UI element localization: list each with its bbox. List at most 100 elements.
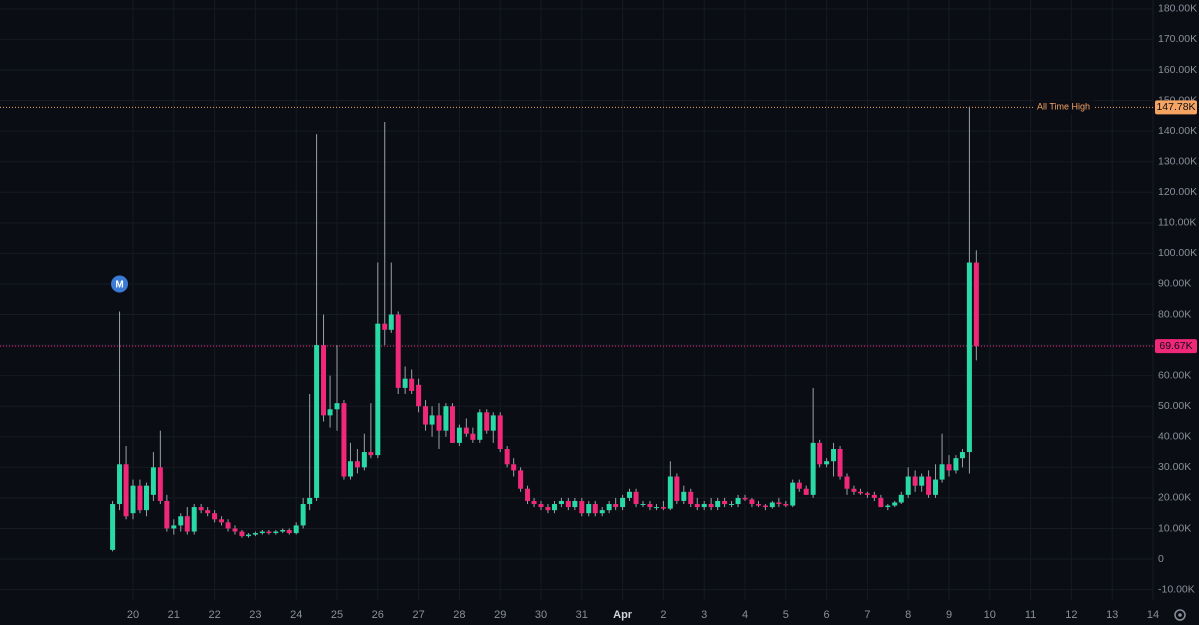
- y-tick-label: 120.00K: [1158, 186, 1197, 198]
- candle-body: [150, 467, 156, 495]
- candle-body: [300, 504, 306, 526]
- y-tick-label: 0: [1158, 553, 1164, 565]
- candle-body: [613, 504, 619, 508]
- candle-body: [518, 470, 524, 489]
- price-label-bg: [1155, 339, 1197, 354]
- candle-body: [178, 516, 184, 526]
- candle-body: [375, 323, 381, 456]
- x-tick-label: 4: [742, 609, 748, 621]
- candle-body: [898, 494, 904, 503]
- candle-body: [280, 530, 286, 532]
- candle-body: [749, 499, 755, 505]
- candle-body: [579, 500, 585, 514]
- y-tick-label: 20.00K: [1158, 492, 1191, 504]
- y-tick-label: 170.00K: [1158, 33, 1197, 45]
- x-tick-label: Apr: [613, 609, 633, 621]
- candle-body: [273, 531, 279, 534]
- candle-body: [449, 406, 455, 443]
- candle-body: [653, 507, 659, 509]
- candle-body: [525, 488, 531, 501]
- candle-body: [694, 504, 700, 508]
- x-tick-label: 27: [412, 609, 424, 621]
- candle-body: [171, 525, 177, 529]
- candle-body: [314, 345, 320, 498]
- candle-body: [708, 504, 714, 508]
- x-tick-label: 24: [290, 609, 302, 621]
- candle-body: [497, 415, 503, 450]
- y-tick-label: 90.00K: [1158, 278, 1191, 290]
- candle-body: [551, 504, 557, 511]
- candle-body: [905, 476, 911, 495]
- candle-body: [864, 493, 870, 495]
- candle-body: [966, 262, 972, 453]
- settings-button[interactable]: [1174, 609, 1186, 621]
- candle-body: [912, 476, 918, 486]
- candle-body: [946, 464, 952, 471]
- x-tick-label: 5: [783, 609, 789, 621]
- candle-body: [511, 464, 517, 471]
- candle-body: [878, 497, 884, 508]
- price-label: 147.78K: [1156, 101, 1195, 113]
- candle-body: [484, 412, 490, 431]
- y-tick-label: 50.00K: [1158, 400, 1191, 412]
- candle-body: [796, 482, 802, 489]
- candle-body: [715, 500, 721, 508]
- candle-body: [470, 433, 476, 440]
- x-tick-label: 21: [168, 609, 180, 621]
- y-tick-label: 110.00K: [1158, 217, 1196, 229]
- candle-body: [130, 485, 136, 514]
- candle-body: [688, 491, 694, 505]
- candle-body: [382, 323, 388, 330]
- candle-body: [592, 504, 598, 514]
- candle-body: [599, 510, 605, 514]
- candle-body: [959, 452, 965, 459]
- candle-body: [423, 406, 429, 425]
- candle-body: [252, 533, 258, 535]
- event-marker: [110, 274, 130, 294]
- x-tick-label: 8: [905, 609, 911, 621]
- price-line-title: All Time High: [1037, 102, 1090, 112]
- candle-body: [892, 502, 898, 506]
- candle-body: [388, 314, 394, 330]
- candle-body: [755, 504, 761, 506]
- candle-body: [647, 504, 653, 508]
- candle-body: [844, 476, 850, 489]
- candle-body: [402, 378, 408, 388]
- price-label: 69.67K: [1159, 340, 1192, 352]
- candle-body: [824, 461, 830, 465]
- candle-body: [620, 497, 626, 508]
- candle-body: [933, 479, 939, 495]
- x-tick-label: 22: [208, 609, 220, 621]
- candle-body: [354, 461, 360, 468]
- candle-body: [416, 384, 422, 407]
- candle-body: [361, 452, 367, 468]
- candle-body: [429, 415, 435, 425]
- candle-body: [742, 497, 748, 500]
- candle-body: [232, 528, 238, 532]
- gear-icon: [1174, 609, 1186, 621]
- candle-body: [456, 427, 462, 443]
- candle-body: [640, 504, 646, 506]
- x-tick-label: 20: [127, 609, 139, 621]
- candle-body: [776, 502, 782, 505]
- candle-body: [436, 415, 442, 431]
- candle-body: [531, 500, 537, 505]
- candle-body: [606, 504, 612, 511]
- candle-body: [783, 504, 789, 506]
- x-tick-label: 6: [824, 609, 830, 621]
- candle-body: [919, 476, 925, 486]
- x-tick-label: 23: [249, 609, 261, 621]
- candle-body: [293, 525, 299, 534]
- y-tick-label: -10.00K: [1158, 583, 1195, 595]
- candle-body: [633, 491, 639, 505]
- candle-body: [674, 476, 680, 501]
- candle-body: [939, 464, 945, 480]
- candle-body: [926, 476, 932, 495]
- candle-body: [225, 522, 231, 529]
- candle-body: [117, 464, 123, 505]
- candle-body: [245, 534, 251, 537]
- candle-body: [395, 314, 401, 388]
- candle-body: [327, 409, 333, 416]
- candle-body: [769, 502, 775, 508]
